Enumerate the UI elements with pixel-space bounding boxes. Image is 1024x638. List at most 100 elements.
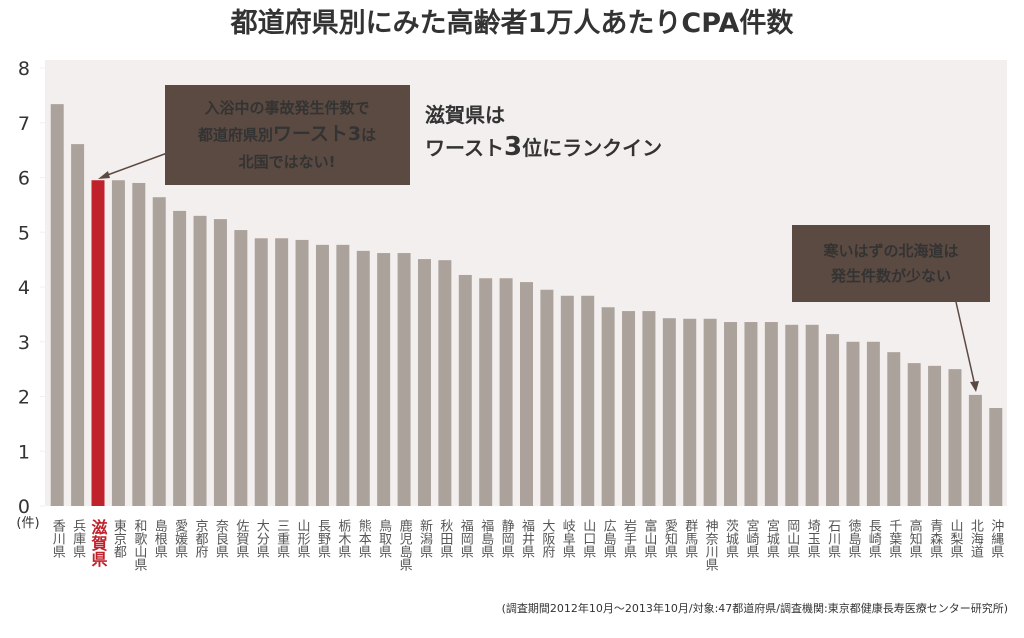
bar: [458, 274, 472, 506]
x-tick-label: 愛知県: [662, 519, 678, 558]
y-tick-label: 2: [18, 387, 30, 409]
x-tick-label: 埼玉県: [805, 519, 821, 558]
annotation-span: は: [361, 126, 376, 144]
bar: [907, 363, 921, 506]
bar: [560, 295, 574, 506]
x-tick-label: 山口県: [580, 519, 596, 558]
bar: [785, 324, 799, 506]
bar: [377, 253, 391, 506]
y-unit: (件): [16, 516, 39, 531]
bar: [397, 253, 411, 506]
bar: [744, 322, 758, 506]
bars: [50, 104, 1003, 507]
annotation-text: ワースト3位にランクイン: [425, 132, 662, 162]
x-tick-label: 石川県: [825, 519, 841, 558]
bar: [254, 238, 268, 506]
bar: [213, 219, 227, 507]
x-tick-label: 福岡県: [458, 519, 474, 558]
bar: [724, 322, 738, 506]
bar: [520, 282, 533, 506]
x-tick-label: 島根県: [152, 519, 168, 558]
bar: [683, 318, 697, 506]
arrow-head: [98, 171, 110, 179]
bar: [295, 239, 309, 507]
bar: [826, 334, 840, 506]
bar: [540, 289, 554, 506]
y-tick-label: 0: [18, 496, 30, 518]
bar: [417, 259, 431, 506]
x-tick-label: 栃木県: [335, 519, 351, 558]
bar: [356, 250, 370, 506]
arrow-head: [970, 381, 979, 392]
bar: [866, 341, 880, 506]
bar: [764, 322, 778, 506]
bar: [275, 238, 289, 506]
x-tick-label: 北海道: [968, 519, 984, 558]
annotation-text: 発生件数が少ない: [830, 267, 951, 285]
x-tick-label: 秋田県: [437, 519, 453, 558]
callout-box: [165, 85, 410, 185]
bar: [438, 260, 452, 506]
bar: [968, 394, 982, 506]
bar: [805, 324, 819, 506]
x-tick-label: 福井県: [519, 519, 535, 558]
bar: [662, 318, 676, 506]
bar: [499, 278, 513, 506]
bar: [642, 311, 656, 506]
bar: [846, 341, 860, 506]
bar: [173, 210, 187, 506]
y-tick-label: 8: [18, 58, 30, 80]
bar: [989, 407, 1003, 506]
bar: [111, 180, 125, 507]
x-tick-label: 新潟県: [417, 518, 433, 558]
x-tick-label: 茨城県: [723, 519, 739, 558]
y-tick-label: 3: [18, 332, 30, 354]
arrow: [101, 151, 171, 178]
annotation-box: [98, 85, 990, 392]
y-tick-label: 5: [18, 222, 30, 244]
x-tick-label: 京都府: [193, 519, 209, 559]
bar: [152, 197, 166, 506]
bar: [622, 311, 636, 506]
bar: [479, 278, 493, 506]
bar: [315, 244, 329, 506]
annotation-text: 滋賀県は: [425, 103, 505, 127]
x-tick-label: 佐賀県: [233, 519, 249, 558]
bar: [71, 144, 85, 507]
x-tick-label: 熊本県: [356, 518, 372, 558]
x-tick-label: 富山県: [641, 518, 657, 558]
bar: [928, 365, 942, 506]
x-tick-label: 奈良県: [213, 519, 229, 558]
annotation-span: ワースト: [425, 136, 504, 160]
bar: [91, 180, 105, 507]
x-tick-label: 宮城県: [764, 518, 780, 558]
chart-title: 都道府県別にみた高齢者1万人あたりCPA件数: [230, 7, 795, 39]
x-tick-label: 岩手県: [621, 519, 637, 558]
x-tick-label: 徳島県: [845, 519, 861, 558]
annotation-span: 都道府県別: [197, 126, 273, 144]
x-tick-label: 静岡県: [499, 519, 514, 558]
source-note: (調査期間2012年10月〜2013年10月/対象:47都道府県/調査機関:東京…: [502, 601, 1008, 615]
bar: [703, 318, 717, 506]
x-tick-label: 岡山県: [784, 519, 800, 558]
y-tick-label: 6: [18, 168, 30, 190]
x-tick-label: 高知県: [907, 518, 923, 558]
x-tick-label: 兵庫県: [70, 519, 86, 558]
x-tick-label: 香川県: [50, 519, 66, 558]
bar: [887, 352, 901, 506]
bar: [581, 295, 595, 506]
x-tick-label: 和歌山県: [131, 519, 147, 571]
bar: [50, 104, 64, 506]
x-tick-label: 長崎県: [866, 519, 882, 558]
y-tick-label: 7: [18, 113, 30, 135]
x-tick-label: 鳥取県: [376, 519, 392, 558]
x-tick-label: 滋賀県: [89, 518, 109, 568]
annotation-span: ワースト3: [273, 123, 361, 145]
bar: [193, 215, 207, 506]
x-tick-label: 岐阜県: [560, 519, 576, 558]
x-tick-label: 東京都: [111, 518, 127, 558]
bar: [336, 244, 350, 506]
x-tick-label: 沖縄県: [988, 519, 1004, 558]
annotation-text: 寒いはずの北海道は: [823, 242, 958, 260]
